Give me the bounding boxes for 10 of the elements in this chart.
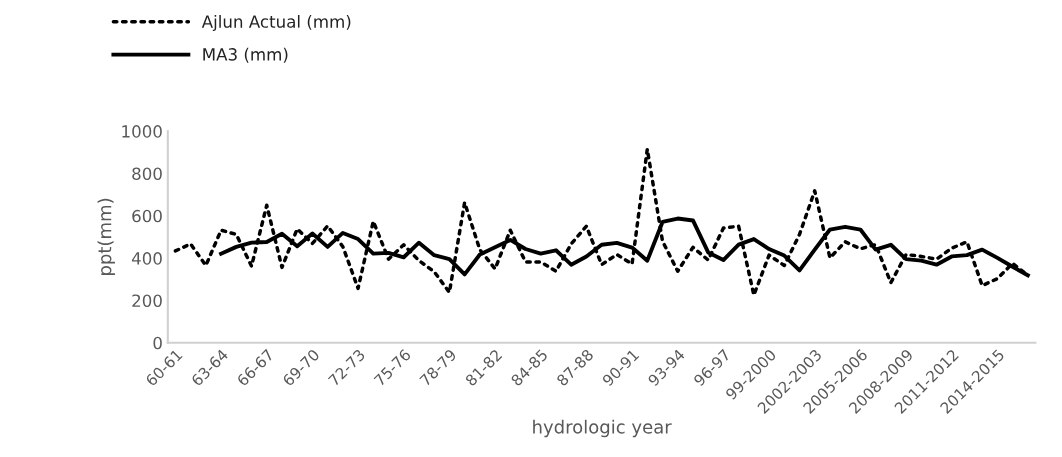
- y-tick-label: 1000: [122, 125, 162, 138]
- y-tick-label: 800: [132, 167, 162, 181]
- legend-label: MA3 (mm): [203, 47, 288, 63]
- y-axis-title: ppt(mm): [97, 198, 115, 275]
- x-axis-title: hydrologic year: [533, 419, 672, 438]
- y-tick-label: 400: [131, 252, 162, 265]
- y-tick-label: 0: [153, 336, 162, 350]
- legend-label: Ajlun Actual (mm): [201, 14, 351, 32]
- y-tick-label: 600: [132, 209, 162, 223]
- y-tick-label: 200: [132, 294, 162, 307]
